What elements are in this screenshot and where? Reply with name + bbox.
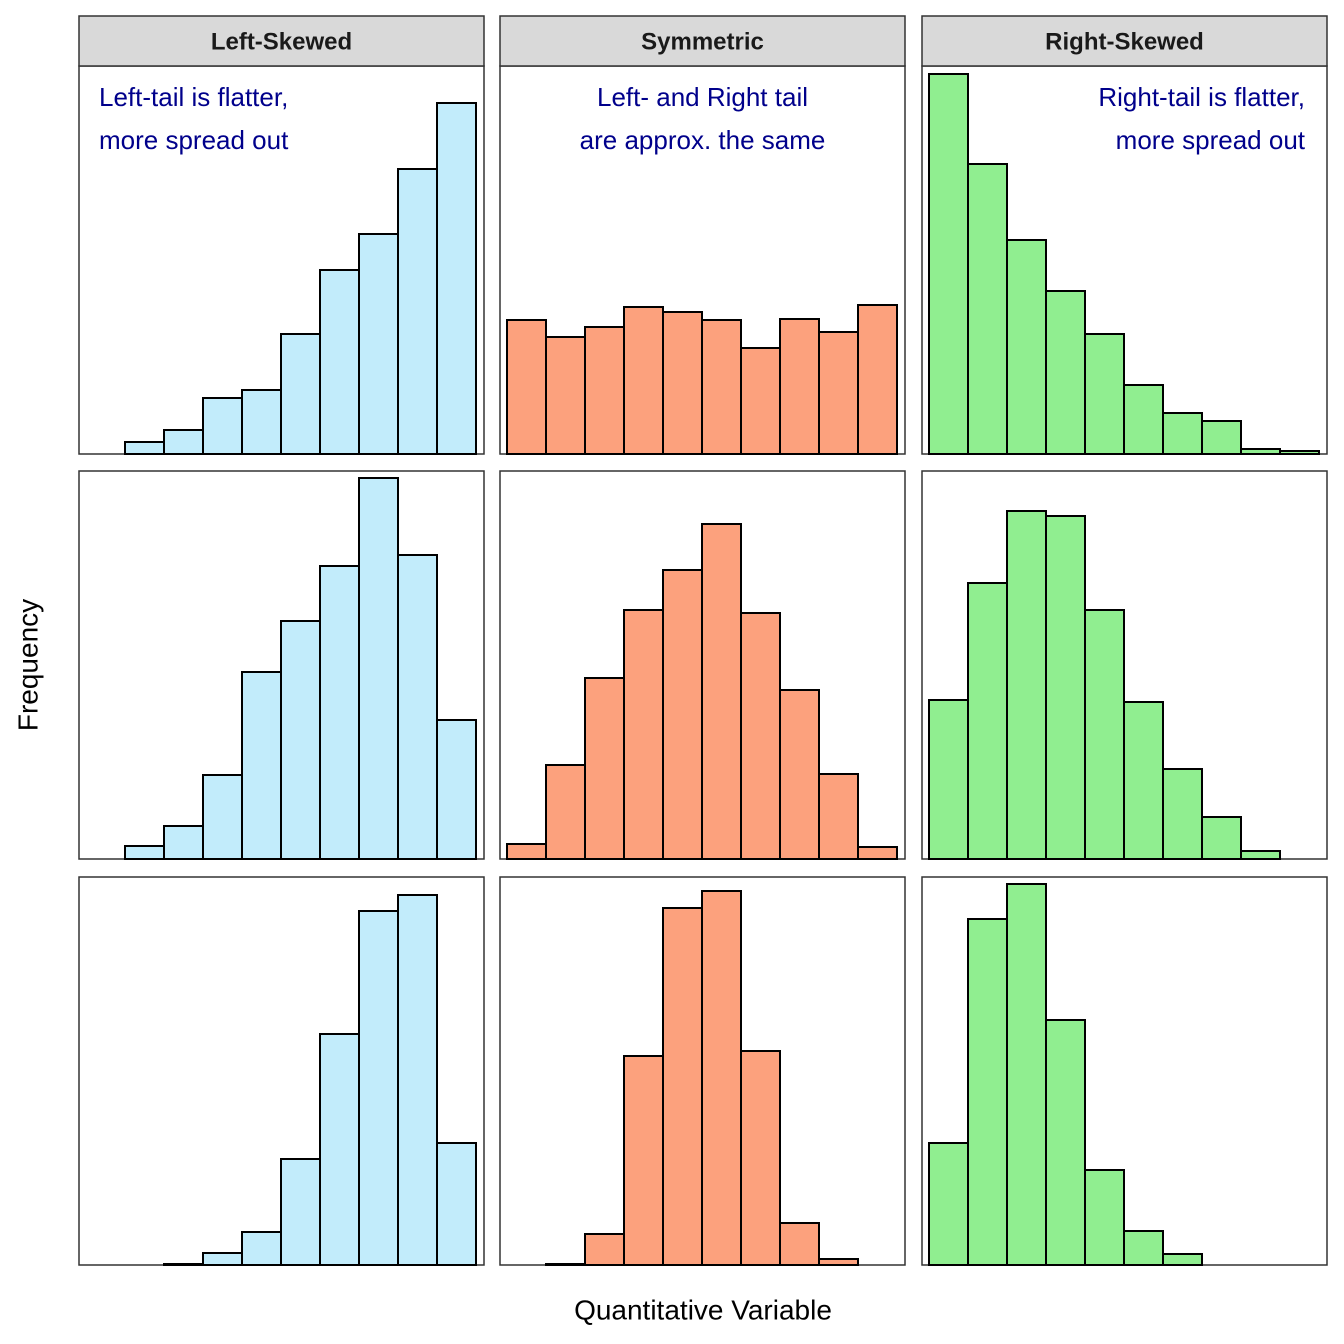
bar	[358, 233, 399, 455]
bar	[1006, 510, 1047, 860]
strip	[78, 15, 485, 67]
strip	[921, 15, 1328, 67]
bar	[1162, 412, 1203, 455]
bar	[623, 609, 664, 860]
bar	[124, 845, 165, 860]
bar	[1084, 609, 1125, 860]
bar	[545, 1263, 586, 1266]
bar	[1279, 450, 1320, 455]
bar	[436, 719, 477, 860]
bar	[662, 311, 703, 455]
bar	[623, 306, 664, 455]
bar	[280, 333, 321, 455]
annotation: Left-tail is flatter,	[99, 82, 288, 112]
bar	[202, 1252, 243, 1266]
bar	[436, 1142, 477, 1266]
bar	[740, 612, 781, 860]
bar	[1201, 816, 1242, 860]
bar	[358, 910, 399, 1266]
bar	[1084, 1169, 1125, 1266]
bar	[623, 1055, 664, 1266]
bar	[701, 523, 742, 860]
annotation: are approx. the same	[580, 125, 826, 155]
bar	[584, 677, 625, 860]
bar	[506, 843, 547, 860]
bar	[545, 764, 586, 860]
bar	[1045, 515, 1086, 860]
y-axis-label: Frequency	[12, 599, 43, 731]
bar	[241, 389, 282, 455]
bar	[1006, 883, 1047, 1266]
bar	[818, 1258, 859, 1266]
bar	[779, 689, 820, 860]
bar	[319, 269, 360, 455]
bar	[163, 429, 204, 455]
bar	[818, 773, 859, 860]
bar	[397, 894, 438, 1266]
bar	[967, 582, 1008, 860]
annotation: Left- and Right tail	[597, 82, 808, 112]
bar	[967, 918, 1008, 1266]
bar	[701, 319, 742, 455]
strip-title: Right-Skewed	[1045, 28, 1204, 55]
bar	[1006, 239, 1047, 455]
bar	[1162, 768, 1203, 860]
bar	[319, 565, 360, 860]
bar	[1162, 1253, 1203, 1266]
bar	[662, 569, 703, 860]
strip-title: Left-Skewed	[211, 28, 352, 55]
bar	[397, 168, 438, 455]
bar	[506, 319, 547, 455]
bar	[436, 102, 477, 455]
bar	[740, 1050, 781, 1266]
bar	[545, 336, 586, 455]
bar	[319, 1033, 360, 1266]
bar	[1123, 1230, 1164, 1266]
bar	[928, 73, 969, 455]
bar	[818, 331, 859, 455]
bar	[163, 825, 204, 860]
bar	[1123, 384, 1164, 455]
bar	[202, 774, 243, 860]
bar	[662, 907, 703, 1266]
bar	[280, 1158, 321, 1266]
bar	[928, 1142, 969, 1266]
bar	[701, 890, 742, 1266]
annotation: Right-tail is flatter,	[1098, 82, 1305, 112]
bar	[584, 1233, 625, 1266]
bar	[241, 671, 282, 860]
bar	[358, 477, 399, 860]
bar	[740, 347, 781, 455]
bar	[857, 846, 898, 860]
bar	[857, 304, 898, 455]
bar	[280, 620, 321, 860]
bar	[1123, 701, 1164, 860]
bar	[928, 699, 969, 860]
bar	[1045, 1019, 1086, 1266]
bar	[397, 554, 438, 860]
annotation: more spread out	[99, 125, 289, 155]
strip	[499, 15, 906, 67]
bar	[1045, 290, 1086, 455]
strip-title: Symmetric	[641, 28, 764, 55]
bar	[124, 441, 165, 455]
bar	[1084, 333, 1125, 455]
bar	[967, 163, 1008, 455]
bar	[241, 1231, 282, 1266]
bar	[1240, 850, 1281, 860]
x-axis-label: Quantitative Variable	[574, 1294, 832, 1325]
bar	[779, 1222, 820, 1266]
bar	[202, 397, 243, 455]
bar	[779, 318, 820, 455]
bar	[163, 1263, 204, 1266]
bar	[1201, 420, 1242, 455]
bar	[1240, 448, 1281, 455]
annotation: more spread out	[1116, 125, 1306, 155]
bar	[584, 326, 625, 455]
